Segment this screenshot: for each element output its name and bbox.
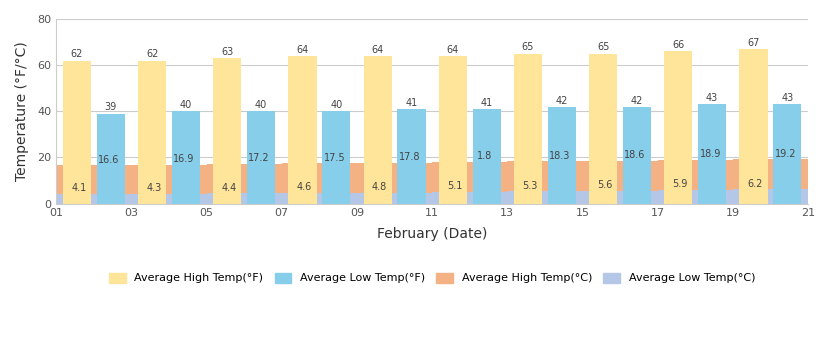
Bar: [398, 109, 426, 203]
Bar: [472, 109, 500, 203]
Bar: [657, 190, 733, 203]
Bar: [288, 56, 316, 203]
Bar: [63, 60, 91, 203]
Text: 1.8: 1.8: [477, 151, 492, 161]
Legend: Average High Temp(°F), Average Low Temp(°F), Average High Temp(°C), Average Low : Average High Temp(°F), Average Low Temp(…: [105, 268, 759, 288]
Text: 62: 62: [71, 49, 83, 59]
Bar: [432, 162, 507, 203]
Text: 18.6: 18.6: [624, 150, 646, 160]
Bar: [664, 51, 692, 203]
Text: 43: 43: [781, 93, 793, 103]
Text: 65: 65: [597, 42, 609, 52]
Text: 5.1: 5.1: [447, 181, 462, 191]
Bar: [207, 164, 282, 203]
Text: 5.3: 5.3: [522, 181, 538, 191]
Bar: [439, 56, 467, 203]
Text: 16.6: 16.6: [98, 155, 120, 165]
Bar: [657, 160, 733, 203]
Text: 42: 42: [555, 96, 568, 106]
Bar: [589, 54, 618, 203]
Text: 4.8: 4.8: [372, 182, 387, 192]
Text: 43: 43: [706, 93, 718, 103]
Bar: [138, 60, 166, 203]
Bar: [247, 111, 276, 203]
Text: 18.3: 18.3: [549, 151, 570, 161]
Bar: [282, 193, 357, 203]
Text: 64: 64: [372, 45, 383, 55]
Bar: [357, 163, 432, 203]
Bar: [622, 107, 651, 203]
Bar: [514, 54, 542, 203]
Text: 6.2: 6.2: [748, 178, 763, 189]
Text: 67: 67: [747, 38, 759, 48]
Text: 63: 63: [221, 47, 233, 57]
Text: 17.8: 17.8: [399, 152, 420, 162]
Bar: [56, 165, 131, 203]
Text: 66: 66: [672, 40, 685, 50]
Bar: [507, 161, 583, 203]
Text: 5.6: 5.6: [598, 180, 613, 190]
Bar: [172, 111, 200, 203]
Text: 16.9: 16.9: [173, 154, 195, 164]
Text: 17.2: 17.2: [248, 153, 270, 163]
Bar: [322, 111, 350, 203]
Text: 41: 41: [481, 98, 493, 108]
Bar: [507, 191, 583, 203]
Bar: [207, 193, 282, 203]
Y-axis label: Temperature (°F/°C): Temperature (°F/°C): [15, 41, 29, 181]
Text: 19.2: 19.2: [774, 149, 796, 159]
X-axis label: February (Date): February (Date): [377, 227, 487, 241]
Text: 4.1: 4.1: [71, 184, 86, 193]
Text: 64: 64: [296, 45, 309, 55]
Bar: [733, 189, 808, 203]
Text: 40: 40: [255, 100, 267, 110]
Text: 4.4: 4.4: [222, 183, 237, 193]
Bar: [583, 191, 657, 203]
Bar: [733, 159, 808, 203]
Text: 4.6: 4.6: [297, 182, 312, 192]
Text: 17.5: 17.5: [324, 152, 345, 163]
Text: 40: 40: [330, 100, 343, 110]
Text: 42: 42: [631, 96, 643, 106]
Text: 40: 40: [180, 100, 192, 110]
Bar: [282, 163, 357, 203]
Bar: [548, 107, 576, 203]
Bar: [357, 193, 432, 203]
Bar: [774, 104, 801, 203]
Bar: [56, 194, 131, 203]
Bar: [213, 58, 242, 203]
Text: 65: 65: [522, 42, 535, 52]
Bar: [131, 194, 207, 203]
Text: 5.9: 5.9: [672, 179, 688, 189]
Text: 64: 64: [447, 45, 459, 55]
Bar: [740, 49, 768, 203]
Text: 18.9: 18.9: [700, 149, 721, 159]
Text: 39: 39: [105, 102, 117, 113]
Bar: [364, 56, 392, 203]
Text: 41: 41: [405, 98, 417, 108]
Text: 4.3: 4.3: [146, 183, 162, 193]
Bar: [698, 104, 726, 203]
Bar: [583, 161, 657, 203]
Bar: [432, 192, 507, 203]
Bar: [97, 114, 124, 203]
Text: 62: 62: [146, 49, 159, 59]
Bar: [131, 165, 207, 203]
